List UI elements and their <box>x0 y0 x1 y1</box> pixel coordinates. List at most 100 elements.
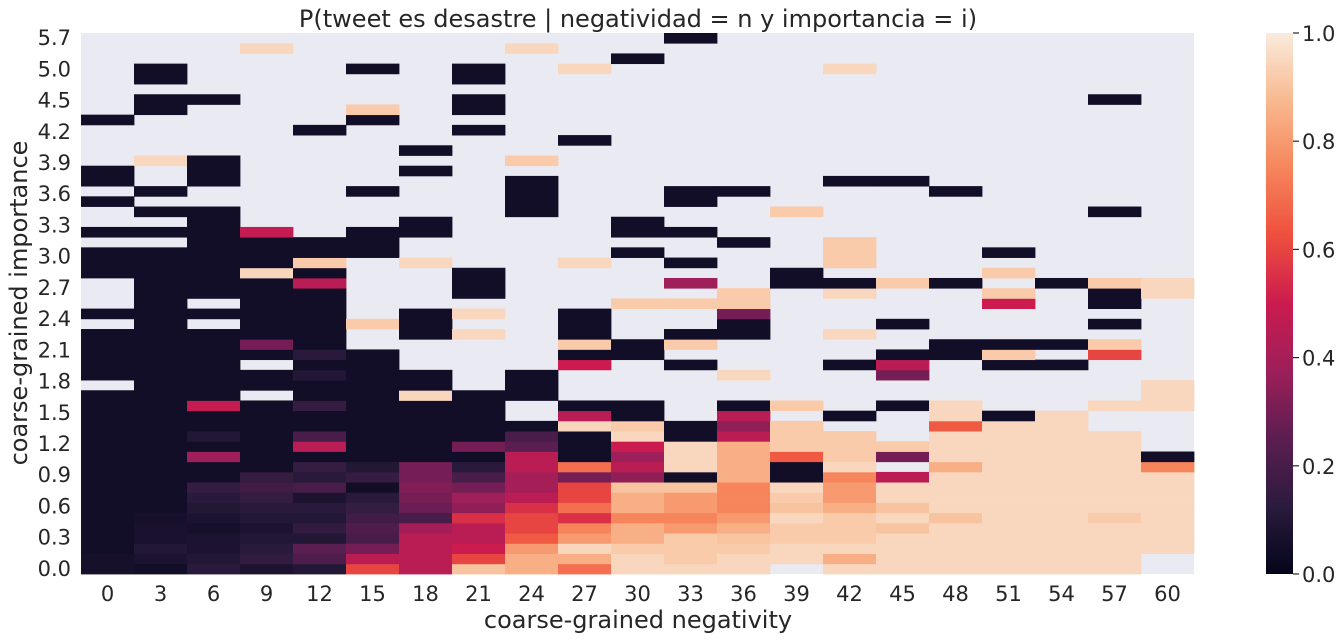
heatmap-cell <box>558 471 612 483</box>
heatmap-cell <box>611 420 665 432</box>
heatmap-cell <box>505 441 559 452</box>
heatmap-cell <box>770 471 824 483</box>
heatmap-cell <box>81 451 135 463</box>
heatmap-cell <box>187 206 241 218</box>
y-axis-title: coarse-grained importance <box>5 141 33 466</box>
heatmap-cell <box>81 461 135 473</box>
y-tick-label: 3.0 <box>38 245 71 269</box>
heatmap-cell <box>611 247 665 258</box>
heatmap-cell <box>240 502 294 514</box>
heatmap-cell <box>982 492 1036 503</box>
heatmap-cell <box>929 563 983 575</box>
heatmap-cell <box>1141 461 1195 473</box>
heatmap-cell <box>134 277 188 289</box>
heatmap-cell <box>134 308 188 320</box>
heatmap-cell <box>452 329 506 340</box>
heatmap-cell <box>664 502 718 514</box>
heatmap-cell <box>664 431 718 442</box>
heatmap-cell <box>505 492 559 503</box>
heatmap-cell <box>1141 288 1195 299</box>
heatmap-cell <box>505 512 559 524</box>
heatmap-cell <box>452 63 506 75</box>
heatmap-cell <box>187 492 241 503</box>
heatmap-cell <box>558 522 612 534</box>
heatmap-cell <box>134 257 188 269</box>
heatmap-cell <box>982 431 1036 442</box>
heatmap-cell <box>81 114 135 126</box>
heatmap-cell <box>1088 543 1142 554</box>
y-tick-label: 5.0 <box>38 57 71 81</box>
heatmap-cell <box>505 502 559 514</box>
y-tick-label: 2.7 <box>38 276 71 300</box>
heatmap-cell <box>1141 533 1195 544</box>
heatmap-cell <box>717 288 771 299</box>
heatmap-cell <box>770 543 824 554</box>
heatmap-cell <box>982 349 1036 361</box>
heatmap-cell <box>293 492 347 503</box>
heatmap-cell <box>187 522 241 534</box>
heatmap-cell <box>982 247 1036 258</box>
heatmap-cell <box>293 441 347 452</box>
heatmap-cell <box>240 267 294 279</box>
heatmap-cell <box>240 492 294 503</box>
heatmap-cell <box>399 410 453 422</box>
heatmap-cell <box>1141 390 1195 401</box>
heatmap-cell <box>81 226 135 238</box>
heatmap-cell <box>611 533 665 544</box>
heatmap-cell <box>1088 471 1142 483</box>
heatmap-cell <box>187 543 241 554</box>
heatmap-cell <box>240 288 294 299</box>
heatmap-cell <box>346 512 400 524</box>
heatmap-cell <box>346 553 400 565</box>
heatmap-cell <box>823 512 877 524</box>
heatmap-cell <box>558 451 612 463</box>
heatmap-cell <box>240 329 294 340</box>
heatmap-cell <box>399 165 453 177</box>
heatmap-cell <box>876 512 930 524</box>
heatmap-cell <box>399 533 453 544</box>
heatmap-cell <box>1141 522 1195 534</box>
y-tick-label: 3.6 <box>38 182 71 206</box>
heatmap-cell <box>187 288 241 299</box>
heatmap-cell <box>187 257 241 269</box>
heatmap-cell <box>929 543 983 554</box>
x-tick-label: 3 <box>154 582 167 606</box>
heatmap-cell <box>452 410 506 422</box>
heatmap-cell <box>452 543 506 554</box>
heatmap-cell <box>399 329 453 340</box>
heatmap-cell <box>1035 522 1089 534</box>
heatmap-cell <box>240 543 294 554</box>
heatmap-cell <box>558 533 612 544</box>
heatmap-cell <box>1141 492 1195 503</box>
heatmap-cell <box>293 390 347 401</box>
heatmap-cell <box>929 471 983 483</box>
heatmap-cell <box>770 277 824 289</box>
heatmap-cell <box>770 502 824 514</box>
heatmap-cell <box>664 339 718 350</box>
heatmap-cell <box>187 563 241 575</box>
heatmap-cell <box>823 451 877 463</box>
heatmap-cell <box>293 400 347 412</box>
heatmap-cell <box>717 308 771 320</box>
heatmap-cell <box>452 502 506 514</box>
heatmap-cell <box>1088 441 1142 452</box>
heatmap-cell <box>982 420 1036 432</box>
heatmap-cell <box>134 369 188 381</box>
heatmap-cell <box>134 471 188 483</box>
heatmap-cell <box>611 482 665 493</box>
heatmap-cell <box>240 461 294 473</box>
heatmap-cell <box>187 390 241 401</box>
heatmap-cell <box>134 104 188 116</box>
heatmap-cell <box>876 482 930 493</box>
heatmap-cell <box>452 431 506 442</box>
heatmap-cell <box>664 33 718 44</box>
heatmap-cell <box>558 420 612 432</box>
heatmap-cell <box>81 522 135 534</box>
heatmap-cell <box>346 226 400 238</box>
heatmap-cell <box>81 339 135 350</box>
heatmap-cell <box>399 502 453 514</box>
heatmap-cell <box>134 502 188 514</box>
heatmap-cell <box>982 288 1036 299</box>
x-tick-label: 0 <box>101 582 114 606</box>
